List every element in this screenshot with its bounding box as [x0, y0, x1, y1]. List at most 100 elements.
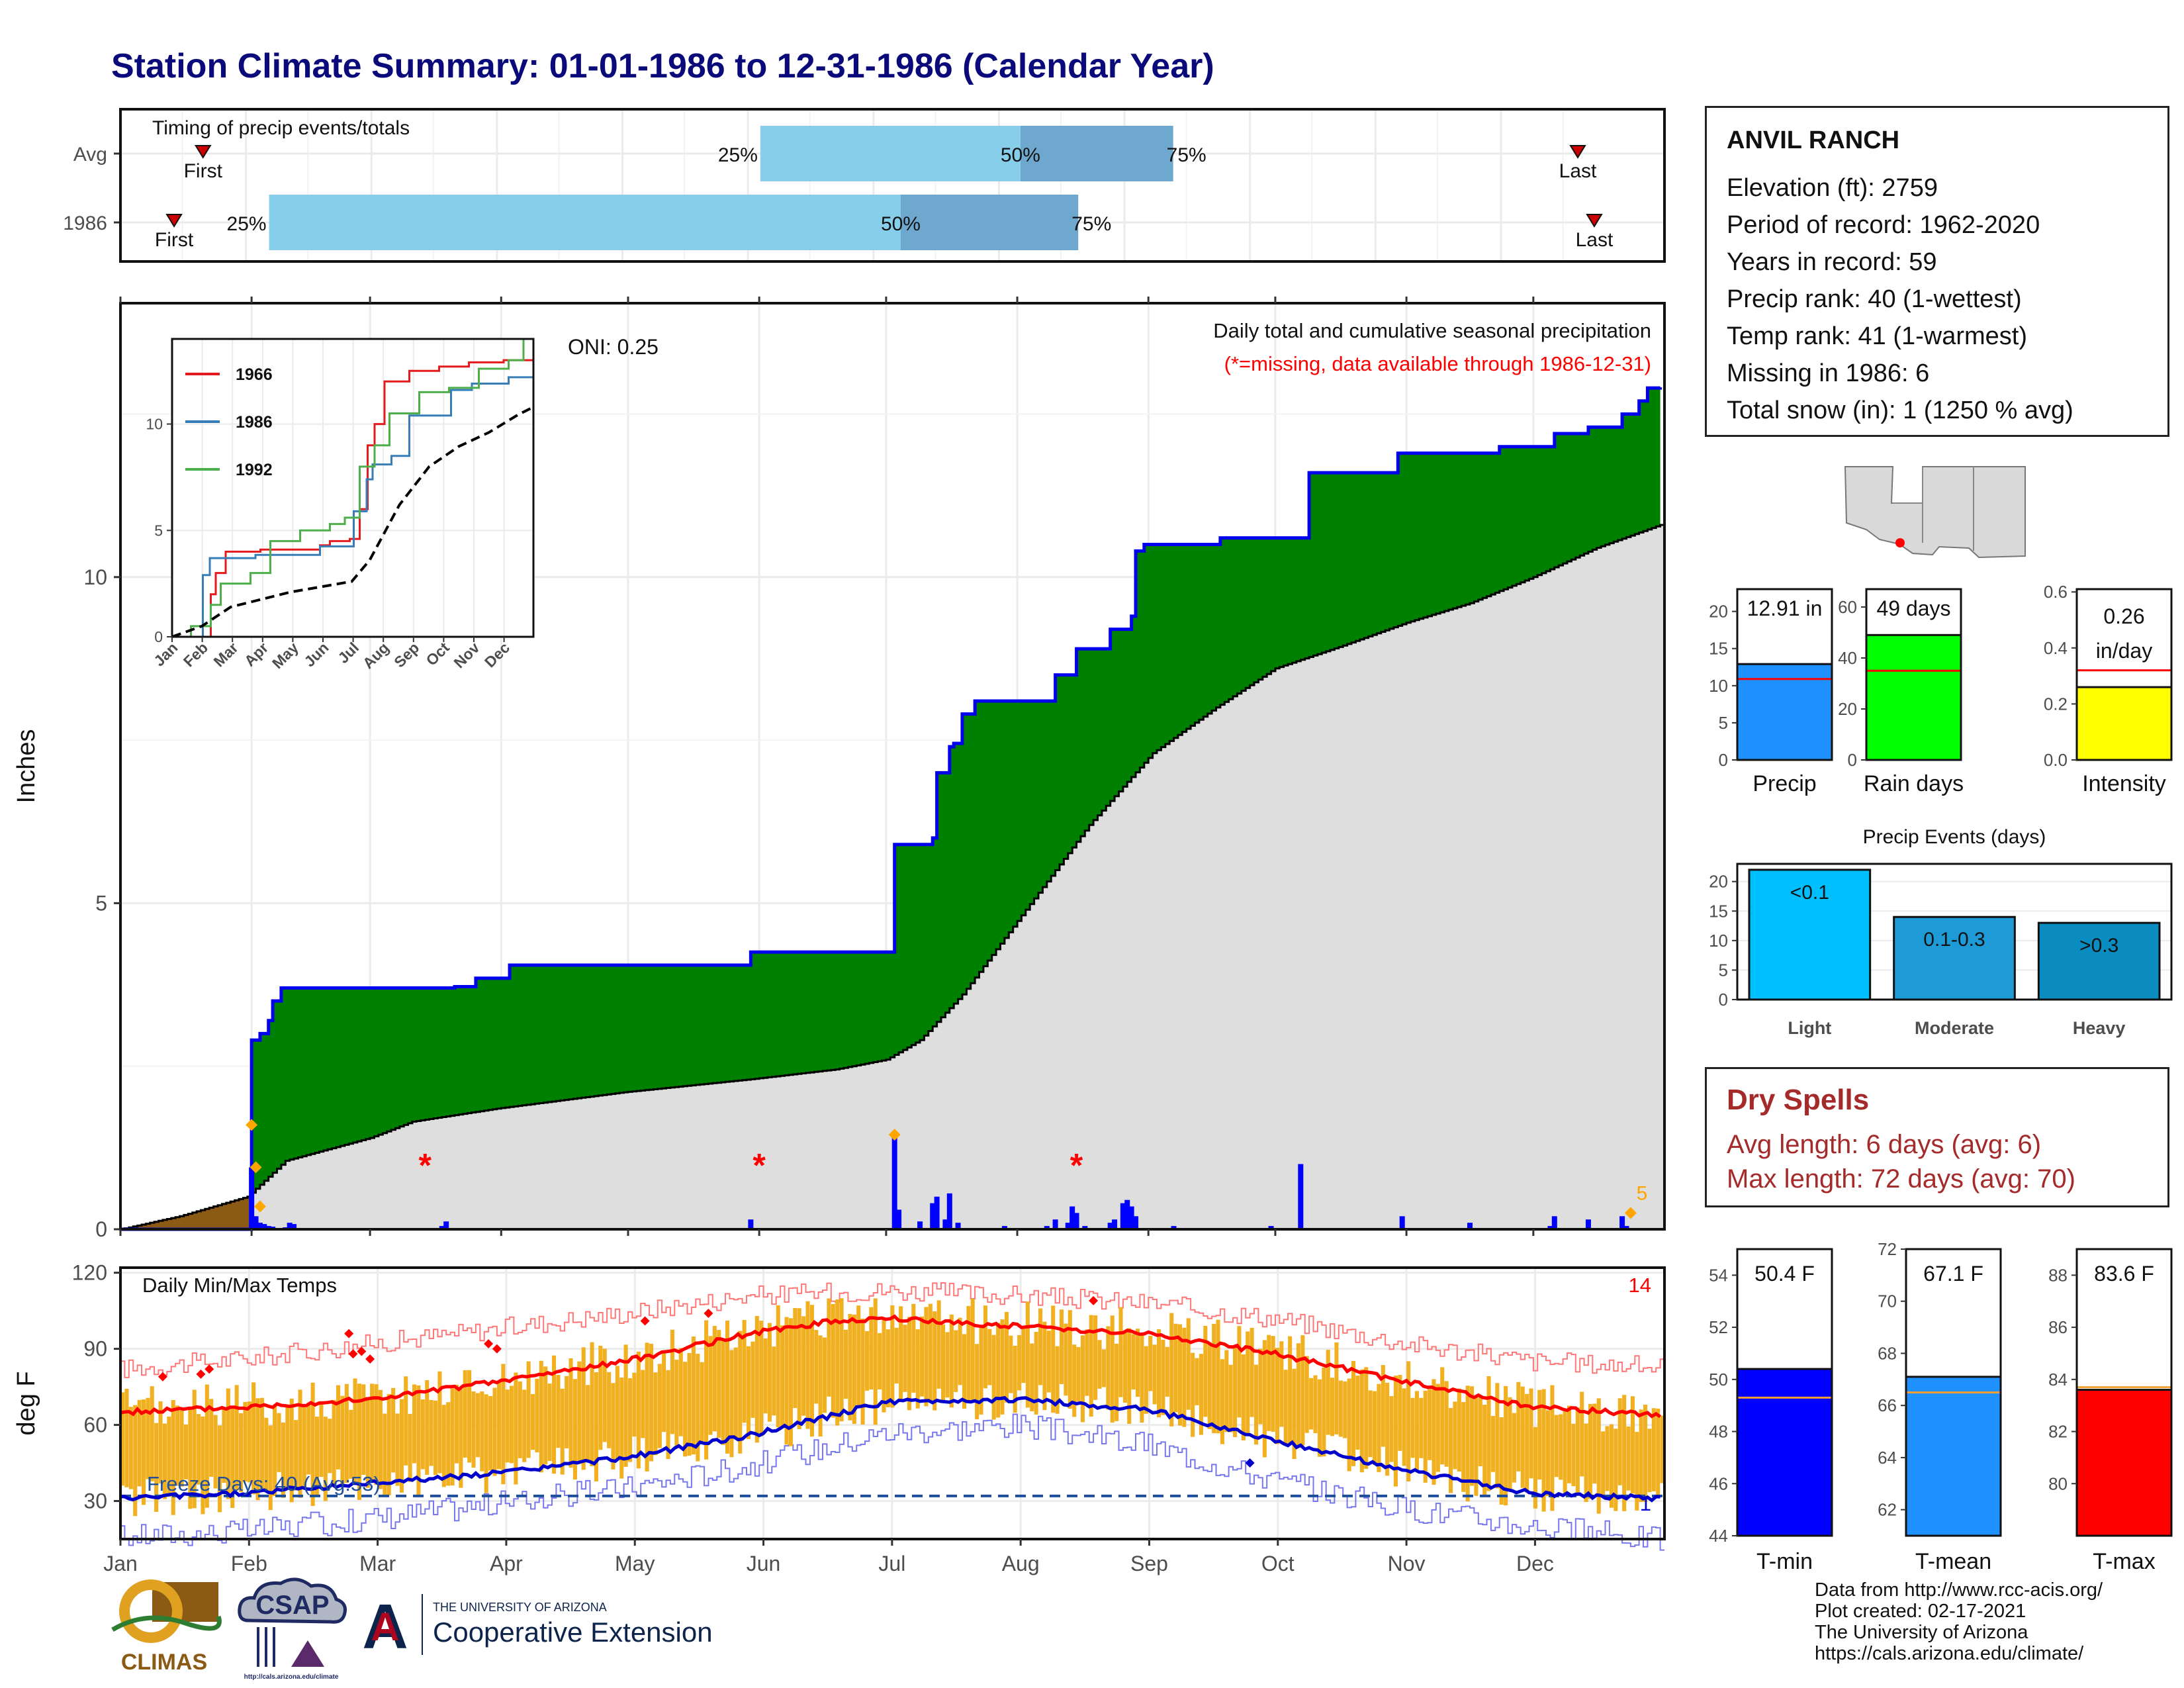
value-label: 50.4 F	[1754, 1262, 1815, 1286]
daily-precip-bar	[1128, 1206, 1134, 1229]
daily-temp-bar	[1283, 1370, 1288, 1444]
small-y-tick-label: 80	[2048, 1474, 2068, 1493]
daily-precip-bar	[1623, 1226, 1629, 1229]
daily-temp-bar	[1034, 1332, 1038, 1415]
daily-temp-bar	[1233, 1345, 1238, 1437]
record-high-marker	[484, 1338, 494, 1348]
daily-temp-bar	[133, 1405, 138, 1517]
daily-temp-bar	[763, 1338, 768, 1414]
daily-precip-bar	[1001, 1226, 1007, 1229]
daily-temp-bar	[907, 1317, 911, 1411]
daily-temp-bar	[966, 1305, 971, 1401]
daily-temp-bar	[1046, 1331, 1051, 1393]
daily-temp-bar	[924, 1307, 929, 1407]
daily-temp-bar	[767, 1323, 772, 1422]
record-high-marker	[357, 1346, 367, 1356]
temp-x-tick-label: Jul	[878, 1552, 905, 1575]
daily-temp-bar	[1617, 1398, 1622, 1485]
daily-temp-bar	[708, 1336, 713, 1435]
daily-temp-bar	[945, 1332, 950, 1398]
csap-logo-text: CSAP	[255, 1591, 329, 1620]
daily-temp-bar	[856, 1305, 861, 1408]
daily-temp-bar	[510, 1385, 514, 1464]
daily-temp-bar	[1478, 1395, 1482, 1466]
timing-row-label: Avg	[73, 144, 107, 165]
daily-temp-bar	[991, 1335, 996, 1420]
daily-temp-bar	[1559, 1414, 1563, 1480]
daily-temp-bar	[1288, 1336, 1293, 1445]
daily-temp-bar	[653, 1372, 658, 1456]
daily-temp-bar	[514, 1372, 518, 1485]
climas-logo: CLIMAS	[111, 1579, 222, 1675]
daily-temp-bar	[623, 1344, 628, 1467]
daily-temp-bar	[733, 1347, 738, 1438]
daily-temp-bar	[1025, 1301, 1030, 1408]
daily-temp-bar	[1118, 1307, 1123, 1397]
last-event-marker	[1586, 214, 1603, 228]
daily-temp-bar	[264, 1417, 269, 1492]
daily-temp-bar	[1596, 1398, 1601, 1514]
daily-precip-bar	[261, 1224, 267, 1229]
daily-temp-bar	[446, 1402, 451, 1486]
daily-temp-bar	[480, 1391, 484, 1472]
daily-precip-bar	[891, 1135, 897, 1229]
daily-temp-bar	[1212, 1323, 1216, 1434]
avg-tmax-line	[120, 1314, 1662, 1419]
temp-x-tick-label: Nov	[1388, 1552, 1426, 1575]
temp-y-tick-label: 120	[72, 1261, 107, 1285]
daily-temp-bar	[467, 1370, 472, 1463]
daily-temp-bar	[146, 1397, 150, 1479]
daily-temp-bar	[281, 1422, 285, 1498]
daily-temp-bar	[1541, 1389, 1546, 1512]
daily-temp-bar	[349, 1409, 353, 1479]
daily-temp-bar	[531, 1393, 535, 1450]
category-label: T-min	[1756, 1549, 1813, 1574]
daily-temp-bar	[222, 1409, 226, 1483]
daily-temp-bar	[920, 1316, 925, 1397]
value-bar	[1736, 1368, 1833, 1537]
daily-temp-bar	[1432, 1379, 1436, 1485]
daily-temp-bar	[1351, 1360, 1356, 1466]
daily-temp-bar	[700, 1362, 704, 1441]
small-y-tick-label: 15	[1709, 639, 1728, 659]
record-high-marker	[158, 1372, 167, 1382]
daily-temp-bar	[691, 1336, 696, 1455]
daily-temp-bar	[259, 1397, 264, 1489]
daily-temp-bar	[243, 1401, 248, 1482]
daily-temp-bar	[882, 1319, 886, 1413]
csap-url: http://cals.arizona.edu/climate	[244, 1673, 339, 1680]
small-y-tick-label: 60	[1838, 597, 1857, 617]
daily-precip-bar	[1551, 1216, 1557, 1229]
daily-temp-bar	[1440, 1367, 1445, 1465]
daily-temp-bar	[848, 1313, 852, 1421]
daily-temp-bar	[175, 1405, 180, 1486]
value-label: 83.6 F	[2094, 1262, 2154, 1286]
record-high-marker	[344, 1329, 354, 1338]
daily-temp-bar	[302, 1405, 306, 1488]
cumulative-precip-line	[120, 386, 1662, 1231]
daily-temp-bar	[1643, 1405, 1648, 1503]
daily-temp-bar	[1292, 1368, 1297, 1460]
inset-average-line	[171, 406, 534, 638]
timing-bar-q1	[269, 195, 901, 250]
temp-chart: Daily Min/Max Temps 14 Freeze Days: 40 (Av…	[13, 1261, 1666, 1575]
daily-temp-bar	[670, 1329, 674, 1434]
daily-precip-bar	[439, 1226, 445, 1229]
small-chart-frame	[1736, 588, 1833, 761]
dry-spells-box: Dry Spells Avg length: 6 days (avg: 6) M…	[1705, 1067, 2169, 1207]
value-label: 49 days	[1876, 596, 1950, 620]
record-low-marker	[1245, 1458, 1255, 1468]
daily-temp-bar	[1317, 1379, 1322, 1457]
daily-precip-bar	[946, 1193, 952, 1229]
daily-temp-bar	[1228, 1364, 1233, 1432]
daily-temp-bar	[780, 1325, 785, 1429]
daily-temp-bar	[818, 1335, 823, 1437]
daily-temp-bar	[1199, 1354, 1203, 1435]
daily-temp-bar	[1470, 1386, 1475, 1486]
precip-y-tick-label: 10	[83, 565, 107, 589]
daily-precip-bar	[1082, 1226, 1088, 1229]
daily-temp-bar	[1110, 1315, 1115, 1423]
daily-temp-bar	[1474, 1396, 1479, 1496]
daily-temp-bar	[1254, 1364, 1259, 1445]
daily-temp-bar	[797, 1308, 801, 1429]
